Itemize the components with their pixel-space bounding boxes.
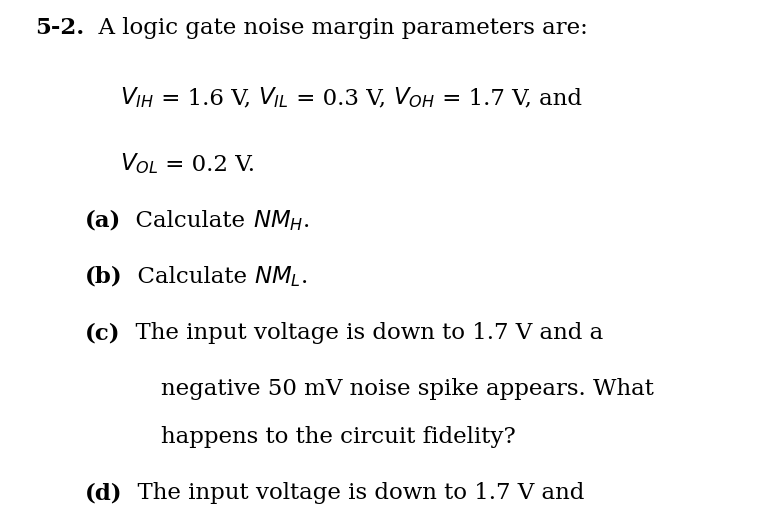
Text: The input voltage is down to 1.7 V and: The input voltage is down to 1.7 V and [122, 482, 584, 504]
Text: The input voltage is down to 1.7 V and a: The input voltage is down to 1.7 V and a [121, 322, 603, 344]
Text: (c): (c) [85, 322, 121, 344]
Text: (d): (d) [85, 482, 122, 504]
Text: $V_{IL}$: $V_{IL}$ [259, 85, 289, 110]
Text: happens to the circuit fidelity?: happens to the circuit fidelity? [161, 426, 515, 448]
Text: $V_{IH}$: $V_{IH}$ [120, 85, 154, 110]
Text: 5-2.: 5-2. [35, 17, 84, 39]
Text: = 0.2 V.: = 0.2 V. [158, 153, 255, 176]
Text: $V_{OL}$: $V_{OL}$ [120, 151, 158, 176]
Text: $\mathit{NM}_{L}$: $\mathit{NM}_{L}$ [254, 264, 301, 289]
Text: negative 50 mV noise spike appears. What: negative 50 mV noise spike appears. What [161, 378, 654, 400]
Text: .: . [303, 210, 310, 232]
Text: .: . [301, 266, 308, 288]
Text: A logic gate noise margin parameters are:: A logic gate noise margin parameters are… [84, 17, 588, 39]
Text: = 0.3 V,: = 0.3 V, [289, 87, 392, 109]
Text: $\mathit{NM}_{H}$: $\mathit{NM}_{H}$ [252, 207, 303, 232]
Text: (a): (a) [85, 210, 122, 232]
Text: = 1.6 V,: = 1.6 V, [154, 87, 259, 109]
Text: (b): (b) [85, 266, 123, 288]
Text: = 1.7 V, and: = 1.7 V, and [435, 87, 581, 109]
Text: Calculate: Calculate [122, 210, 252, 232]
Text: Calculate: Calculate [123, 266, 254, 288]
Text: $V_{OH}$: $V_{OH}$ [392, 85, 435, 110]
